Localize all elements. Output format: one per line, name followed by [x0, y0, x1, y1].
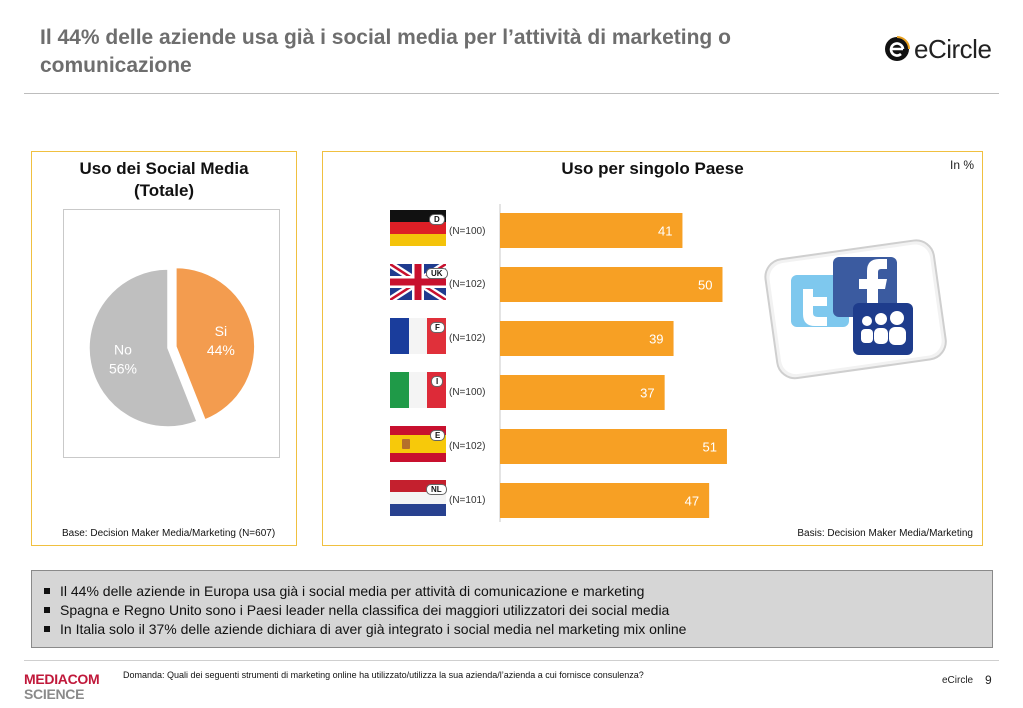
pie-slice-no: [88, 268, 199, 428]
total-usage-panel: Uso dei Social Media (Totale) Si 44% No 56%…: [31, 151, 297, 546]
bar-value-label: 39: [649, 332, 663, 347]
footer-divider: [24, 660, 999, 661]
bar-value-label: 47: [685, 494, 699, 509]
pie-chart-title: Uso dei Social Media (Totale): [32, 158, 296, 202]
unit-label: In %: [949, 158, 974, 172]
bar-e: [500, 429, 727, 464]
sample-size-label: (N=100): [449, 226, 486, 237]
bar-value-label: 50: [698, 278, 712, 293]
header-divider: [24, 93, 999, 94]
sample-size-label: (N=100): [449, 387, 486, 398]
page-number: 9: [985, 673, 992, 687]
sample-size-label: (N=101): [449, 495, 486, 506]
pie-basis-note: Base: Decision Maker Media/Marketing (N=…: [62, 528, 276, 539]
pie-slice-label: No: [114, 342, 132, 358]
bullet-marker: [44, 607, 50, 613]
myspace-icon: [853, 303, 913, 355]
pie-slice-value-label: 56%: [109, 361, 137, 377]
bullet-marker: [44, 588, 50, 594]
logo-text: eCircle: [914, 34, 992, 64]
pie-slice-label: Si: [215, 323, 227, 339]
bullet-marker: [44, 626, 50, 632]
sample-size-label: (N=102): [449, 441, 486, 452]
mediacom-science-logo: MEDIACOM SCIENCE: [24, 671, 114, 705]
bar-basis-note: Basis: Decision Maker Media/Marketing: [797, 528, 973, 539]
bar-uk: [500, 267, 723, 302]
pie-slice-si: [175, 266, 256, 421]
country-code-tag: F: [430, 322, 445, 333]
summary-bullet: Spagna e Regno Unito sono i Paesi leader…: [44, 601, 992, 620]
pie-title-line1: Uso dei Social Media: [79, 159, 249, 178]
pie-title-line2: (Totale): [133, 181, 195, 200]
country-code-tag: UK: [426, 268, 448, 279]
bar-value-label: 41: [658, 224, 672, 239]
summary-box: Il 44% delle aziende in Europa usa già i…: [31, 570, 993, 648]
pie-slice-value-label: 44%: [207, 342, 235, 358]
footer-brand: eCircle: [942, 675, 974, 686]
ecircle-logo: eCircle: [884, 32, 1004, 66]
ecircle-logo-mark-icon: [885, 36, 910, 61]
bar-i: [500, 375, 665, 410]
country-code-tag: NL: [426, 484, 447, 495]
logo-line2: SCIENCE: [24, 686, 85, 702]
bar-nl: [500, 483, 710, 518]
country-code-tag: I: [431, 376, 444, 387]
sample-size-label: (N=102): [449, 333, 486, 344]
summary-bullet: In Italia solo il 37% delle aziende dich…: [44, 620, 992, 639]
pie-chart-frame: Si 44% No 56%: [63, 209, 280, 458]
summary-bullet: Il 44% delle aziende in Europa usa già i…: [44, 582, 992, 601]
bar-chart: 41 50 39 37 51 47: [499, 204, 727, 522]
bar-f: [500, 321, 674, 356]
survey-question: Domanda: Quali dei seguenti strumenti di…: [123, 670, 644, 680]
bar-value-label: 51: [702, 440, 716, 455]
logo-line1: MEDIACOM: [24, 671, 100, 687]
bar-chart-title: Uso per singolo Paese: [561, 159, 744, 178]
bar-value-label: 37: [640, 386, 654, 401]
summary-bullet-text: In Italia solo il 37% delle aziende dich…: [60, 621, 687, 637]
country-code-tag: E: [430, 430, 446, 441]
summary-bullet-text: Spagna e Regno Unito sono i Paesi leader…: [60, 602, 670, 618]
sample-size-label: (N=102): [449, 279, 486, 290]
social-media-icons-image: [763, 237, 953, 387]
facebook-icon: [833, 257, 897, 317]
summary-bullet-text: Il 44% delle aziende in Europa usa già i…: [60, 583, 645, 599]
country-code-tag: D: [429, 214, 445, 225]
page-title: Il 44% delle aziende usa già i social me…: [40, 26, 731, 77]
bar-d: [500, 213, 683, 248]
pie-chart: Si 44% No 56%: [88, 266, 256, 428]
